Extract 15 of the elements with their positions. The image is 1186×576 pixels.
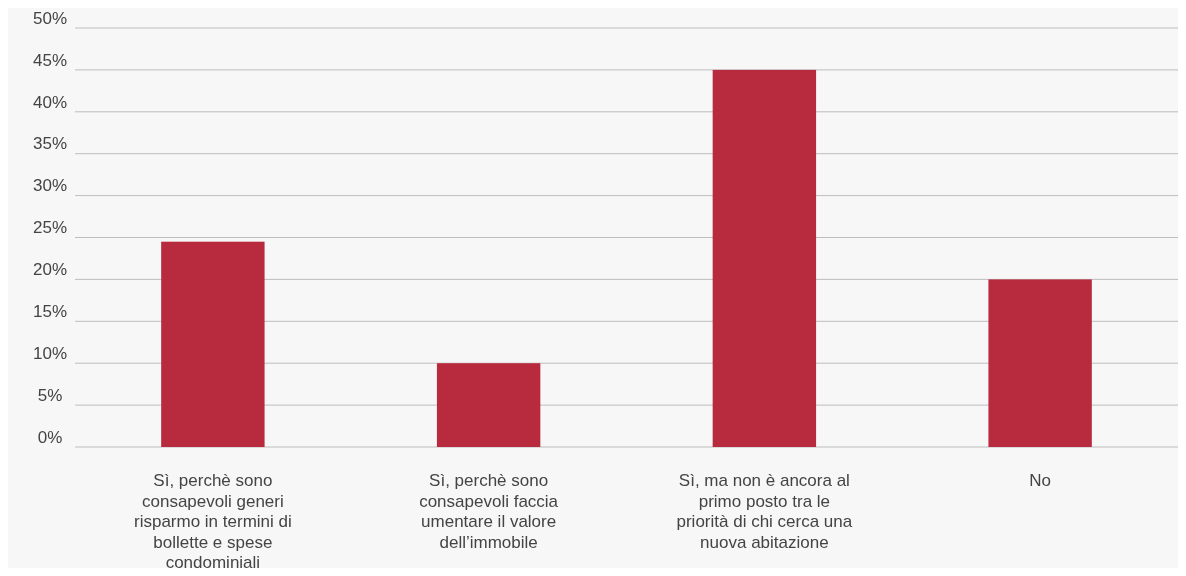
- y-tick-label: 0%: [37, 427, 63, 447]
- y-tick-label: 45%: [32, 50, 68, 70]
- y-tick-label: 40%: [32, 92, 68, 112]
- y-tick-label: 35%: [32, 134, 68, 154]
- y-tick-label: 25%: [32, 218, 68, 238]
- x-tick-label: Sì, perchè sono consapevoli faccia umentare il valore dell’immobile: [419, 471, 559, 552]
- x-tick-label: Sì, perchè sono consapevoli generi risparmo in termini di bollette e spese condominiali: [133, 471, 292, 572]
- y-tick-label: 20%: [32, 260, 68, 280]
- y-tick-label: 10%: [32, 343, 68, 363]
- x-tick-label: Sì, ma non è ancora al primo posto tra le priorità di chi cerca una nuova abitazione: [676, 471, 853, 552]
- y-tick-label: 30%: [32, 176, 68, 196]
- y-tick-label: 50%: [32, 8, 68, 28]
- x-tick-label: No: [1029, 471, 1051, 490]
- y-tick-label: 5%: [37, 385, 63, 405]
- y-tick-label: 15%: [32, 302, 68, 322]
